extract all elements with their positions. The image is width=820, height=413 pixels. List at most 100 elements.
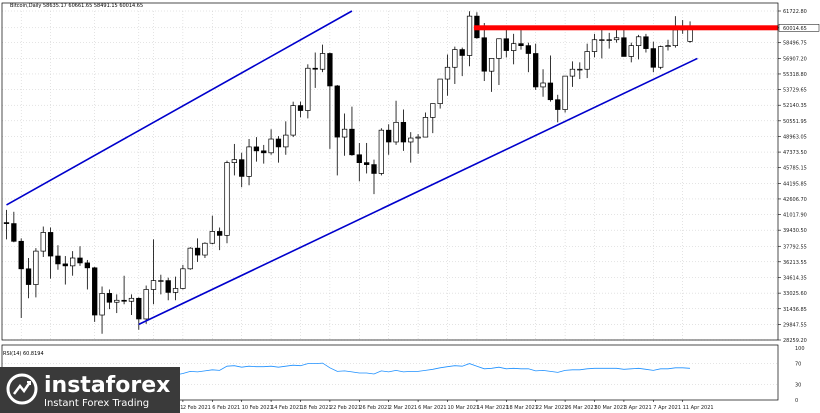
candle-body [643, 36, 649, 49]
candle-body [466, 15, 473, 56]
price-tick-label: 44195.85 [783, 181, 807, 187]
candle-body [3, 222, 10, 224]
candle-body [341, 128, 348, 138]
candle-body [547, 82, 554, 101]
price-tick-label: 28259.20 [783, 338, 807, 344]
candle-body [128, 297, 135, 302]
candle-body [297, 105, 304, 111]
candle-body [55, 255, 61, 265]
candle-body [253, 146, 260, 152]
candle-body [606, 39, 612, 41]
candle-body [136, 297, 142, 320]
rsi-indicator-label: RSI(14) 60.8194 [3, 351, 44, 357]
date-tick-label: 6 Mar 2021 [418, 405, 447, 411]
price-tick-label: 34614.35 [783, 276, 807, 282]
date-tick-label: 14 Mar 2021 [477, 405, 509, 411]
date-tick-label: 18 Mar 2021 [506, 405, 538, 411]
candle-body [62, 263, 68, 267]
candle-body [665, 45, 671, 47]
candle-body [312, 67, 318, 70]
price-tick-label: 52140.35 [783, 103, 807, 109]
logo-name: instaforex [44, 373, 170, 398]
candle-body [599, 39, 605, 41]
candle-body [430, 103, 436, 118]
candle-body [657, 46, 664, 68]
candle-body [143, 289, 149, 320]
candle-body [628, 45, 634, 57]
main-panel-frame [1, 2, 779, 341]
price-tick-label: 60014.65 [783, 26, 807, 32]
candle-body [408, 137, 414, 143]
candle-body [349, 128, 355, 156]
candle-body [562, 75, 568, 110]
candle-body [202, 242, 208, 256]
price-tick-label: 41017.90 [783, 213, 807, 219]
candle-body [518, 43, 524, 46]
candle-body [187, 247, 193, 270]
price-tick-label: 53729.65 [783, 88, 807, 94]
date-tick-label: 26 Feb 2021 [359, 405, 390, 411]
candle-body [459, 49, 465, 56]
candle-body [209, 231, 215, 244]
rsi-axis: 100 70 30 0 [795, 346, 805, 404]
chart-symbol-header: Bitcoin,Daily 58635.17 60661.65 58491.15… [10, 3, 143, 9]
candle-body [577, 68, 583, 71]
candle-body [305, 67, 311, 111]
candle-body [378, 129, 384, 174]
candle-body [415, 136, 421, 139]
candle-body [165, 280, 171, 293]
candle-body [239, 159, 245, 177]
candle-body [334, 85, 340, 138]
candle-body [268, 138, 274, 154]
main-panel-grid [2, 10, 778, 341]
candle-body [356, 154, 362, 163]
logo-tagline: Instant Forex Trading [44, 398, 149, 409]
channel-upper-line [6, 10, 353, 206]
candle-body [555, 99, 561, 110]
price-tick-label: 55318.80 [783, 72, 807, 78]
date-tick-label: 10 Feb 2021 [242, 405, 273, 411]
current-price-tag [778, 24, 820, 32]
candle-body [180, 268, 186, 289]
date-tick-label: 10 Mar 2021 [448, 405, 480, 411]
candle-body [488, 58, 495, 72]
price-tick-label: 36213.55 [783, 260, 807, 266]
candle-body [150, 280, 157, 290]
price-tick-label: 31436.85 [783, 307, 807, 313]
resistance-zone [473, 25, 778, 31]
candle-body [584, 51, 590, 70]
candle-body [613, 37, 620, 41]
channel-lower-line [138, 57, 698, 326]
candle-body [275, 138, 282, 148]
date-tick-label: 3 Apr 2021 [624, 405, 652, 411]
candle-body [69, 257, 76, 267]
candle-body [121, 299, 127, 302]
rsi-tick-label: 30 [795, 382, 801, 388]
candle-body [319, 53, 326, 70]
price-tick-label: 37792.55 [783, 244, 807, 250]
candle-body [481, 37, 487, 72]
candle-body [231, 159, 238, 163]
rsi-tick-label: 100 [795, 346, 805, 352]
price-axis: 61722.80 60014.65 58496.75 56907.20 55318.80… [778, 9, 820, 344]
price-tick-label: 33025.60 [783, 291, 807, 297]
resistance-band [473, 25, 778, 31]
price-tick-label: 42606.70 [783, 197, 807, 203]
candle-body [400, 121, 407, 143]
rsi-tick-label: 0 [795, 398, 798, 404]
date-tick-label: 22 Feb 2021 [330, 405, 361, 411]
date-tick-label: 30 Mar 2021 [595, 405, 627, 411]
channel-lines [6, 10, 698, 326]
date-tick-label: 22 Mar 2021 [536, 405, 568, 411]
candle-body [84, 262, 91, 269]
candle-body [33, 250, 39, 285]
candle-body [569, 68, 576, 77]
candle-body [217, 231, 223, 236]
logo-background [0, 367, 180, 413]
date-tick-label: 6 Feb 2021 [212, 405, 240, 411]
candle-body [444, 66, 451, 80]
candle-body [540, 82, 546, 88]
candle-body [452, 49, 458, 68]
